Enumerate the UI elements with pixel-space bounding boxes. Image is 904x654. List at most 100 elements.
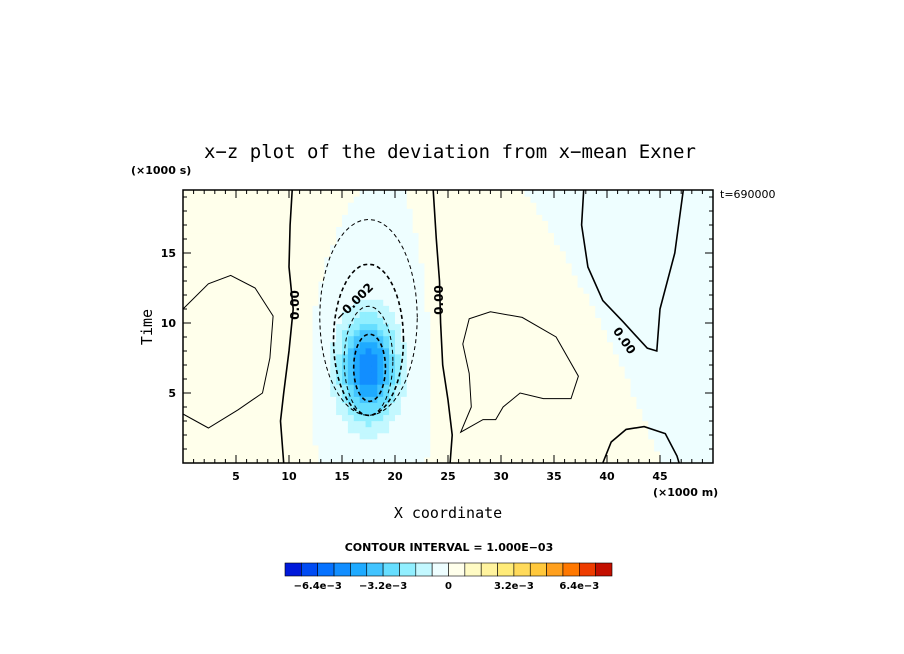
heatmap-cell [194,402,202,409]
heatmap-cell [271,414,278,422]
heatmap-cell [212,402,219,409]
heatmap-cell [306,329,314,337]
heatmap-cell [330,408,337,416]
heatmap-cell [383,414,390,422]
heatmap-cell [294,196,302,203]
heatmap-cell [707,220,714,227]
heatmap-cell [371,378,378,385]
heatmap-cell [559,232,567,240]
heatmap-cell [689,250,696,258]
heatmap-cell [283,347,290,355]
heatmap-cell [571,317,579,325]
heatmap-cell [477,365,484,373]
heatmap-cell [695,359,702,367]
heatmap-cell [518,335,526,343]
heatmap-cell [241,365,249,373]
heatmap-cell [595,402,602,409]
heatmap-cell [495,232,502,240]
heatmap-cell [548,256,555,264]
heatmap-cell [630,305,638,312]
heatmap-cell [206,414,214,422]
heatmap-cell [247,268,255,276]
heatmap-cell [618,335,626,343]
heatmap-cell [218,378,225,385]
heatmap-cell [312,432,320,440]
heatmap-cell [353,190,361,197]
heatmap-cell [554,323,561,331]
heatmap-cell [289,353,296,361]
heatmap-cell [430,244,437,252]
heatmap-cell [501,372,508,379]
heatmap-cell [506,311,514,318]
heatmap-cell [383,293,390,300]
heatmap-cell [241,256,249,264]
heatmap-cell [660,196,667,203]
heatmap-cell [683,426,691,434]
heatmap-cell [271,365,278,373]
heatmap-cell [565,414,573,422]
heatmap-cell [660,456,667,464]
heatmap-cell [306,268,314,276]
heatmap-cell [530,214,537,221]
heatmap-cell [471,450,479,458]
heatmap-cell [607,426,614,434]
heatmap-cell [595,396,602,403]
heatmap-cell [206,353,214,361]
heatmap-cell [660,353,667,361]
heatmap-cell [247,432,255,440]
heatmap-cell [448,378,455,385]
heatmap-cell [347,347,355,355]
heatmap-cell [294,268,302,276]
heatmap-cell [206,305,214,312]
heatmap-cell [318,353,325,361]
heatmap-cell [265,220,272,227]
heatmap-cell [465,305,473,312]
heatmap-cell [389,432,396,440]
heatmap-cell [200,232,208,240]
heatmap-cell [406,450,414,458]
heatmap-cell [459,220,467,227]
heatmap-cell [283,444,290,452]
heatmap-cell [212,384,219,391]
heatmap-cell [459,190,467,197]
heatmap-cell [559,226,567,234]
heatmap-cell [589,329,596,337]
heatmap-cell [330,390,337,397]
heatmap-cell [548,438,555,446]
heatmap-cell [377,408,384,416]
heatmap-cell [695,256,702,264]
heatmap-cell [406,244,414,252]
heatmap-cell [524,384,532,391]
heatmap-cell [701,420,708,428]
heatmap-cell [353,305,361,312]
heatmap-cell [218,359,225,367]
heatmap-cell [412,420,420,428]
heatmap-cell [477,244,484,252]
heatmap-cell [624,262,632,270]
heatmap-cell [359,238,367,246]
heatmap-cell [495,281,502,288]
heatmap-cell [371,372,378,379]
heatmap-cell [330,256,337,264]
heatmap-cell [247,256,255,264]
heatmap-cell [247,384,255,391]
heatmap-cell [689,202,696,209]
heatmap-cell [554,420,561,428]
heatmap-cell [330,299,337,306]
heatmap-cell [377,329,384,337]
heatmap-cell [471,250,479,258]
heatmap-cell [630,408,638,416]
heatmap-cell [236,359,243,367]
heatmap-cell [512,226,520,234]
heatmap-cell [583,190,590,197]
heatmap-cell [377,202,384,209]
heatmap-cell [612,414,620,422]
heatmap-cell [512,299,520,306]
heatmap-cell [695,372,702,379]
heatmap-cell [347,414,355,422]
heatmap-cell [188,196,196,203]
heatmap-cell [571,408,579,416]
heatmap-cell [707,323,714,331]
heatmap-cell [359,432,367,440]
heatmap-cell [371,347,378,355]
